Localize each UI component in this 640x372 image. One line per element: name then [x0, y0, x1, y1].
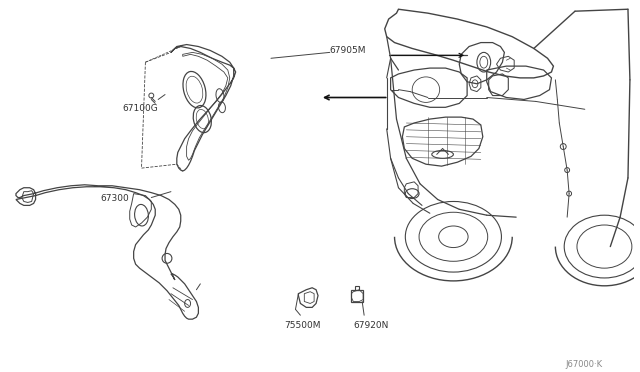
Text: 67100G: 67100G — [122, 105, 157, 113]
Text: 67300: 67300 — [100, 193, 129, 203]
Text: 67905M: 67905M — [330, 45, 366, 55]
Text: J67000·K: J67000·K — [565, 360, 602, 369]
Text: 67920N: 67920N — [353, 321, 388, 330]
Text: 75500M: 75500M — [285, 321, 321, 330]
